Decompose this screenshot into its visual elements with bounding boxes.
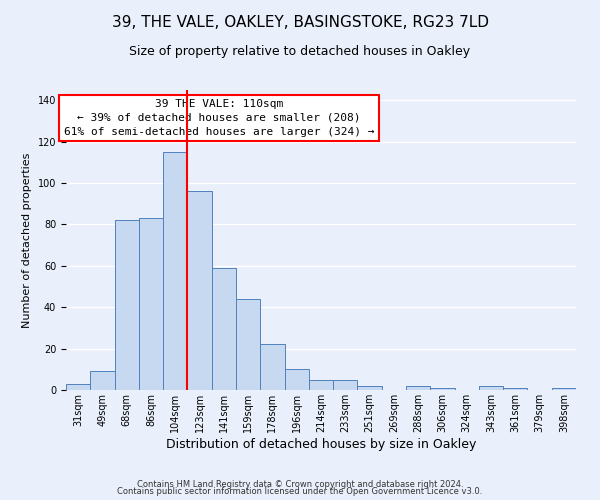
Bar bbox=[333, 380, 358, 390]
Bar bbox=[430, 388, 455, 390]
Bar bbox=[139, 218, 163, 390]
Y-axis label: Number of detached properties: Number of detached properties bbox=[22, 152, 32, 328]
Text: Contains HM Land Registry data © Crown copyright and database right 2024.: Contains HM Land Registry data © Crown c… bbox=[137, 480, 463, 489]
Text: Contains public sector information licensed under the Open Government Licence v3: Contains public sector information licen… bbox=[118, 487, 482, 496]
Bar bbox=[358, 386, 382, 390]
Bar bbox=[66, 384, 90, 390]
Bar bbox=[115, 220, 139, 390]
X-axis label: Distribution of detached houses by size in Oakley: Distribution of detached houses by size … bbox=[166, 438, 476, 450]
Text: 39, THE VALE, OAKLEY, BASINGSTOKE, RG23 7LD: 39, THE VALE, OAKLEY, BASINGSTOKE, RG23 … bbox=[112, 15, 488, 30]
Bar bbox=[90, 372, 115, 390]
Bar bbox=[284, 370, 309, 390]
Text: 39 THE VALE: 110sqm
← 39% of detached houses are smaller (208)
61% of semi-detac: 39 THE VALE: 110sqm ← 39% of detached ho… bbox=[64, 99, 374, 137]
Text: Size of property relative to detached houses in Oakley: Size of property relative to detached ho… bbox=[130, 45, 470, 58]
Bar bbox=[503, 388, 527, 390]
Bar bbox=[212, 268, 236, 390]
Bar bbox=[163, 152, 187, 390]
Bar bbox=[309, 380, 333, 390]
Bar bbox=[552, 388, 576, 390]
Bar bbox=[406, 386, 430, 390]
Bar bbox=[187, 192, 212, 390]
Bar bbox=[479, 386, 503, 390]
Bar bbox=[236, 299, 260, 390]
Bar bbox=[260, 344, 284, 390]
